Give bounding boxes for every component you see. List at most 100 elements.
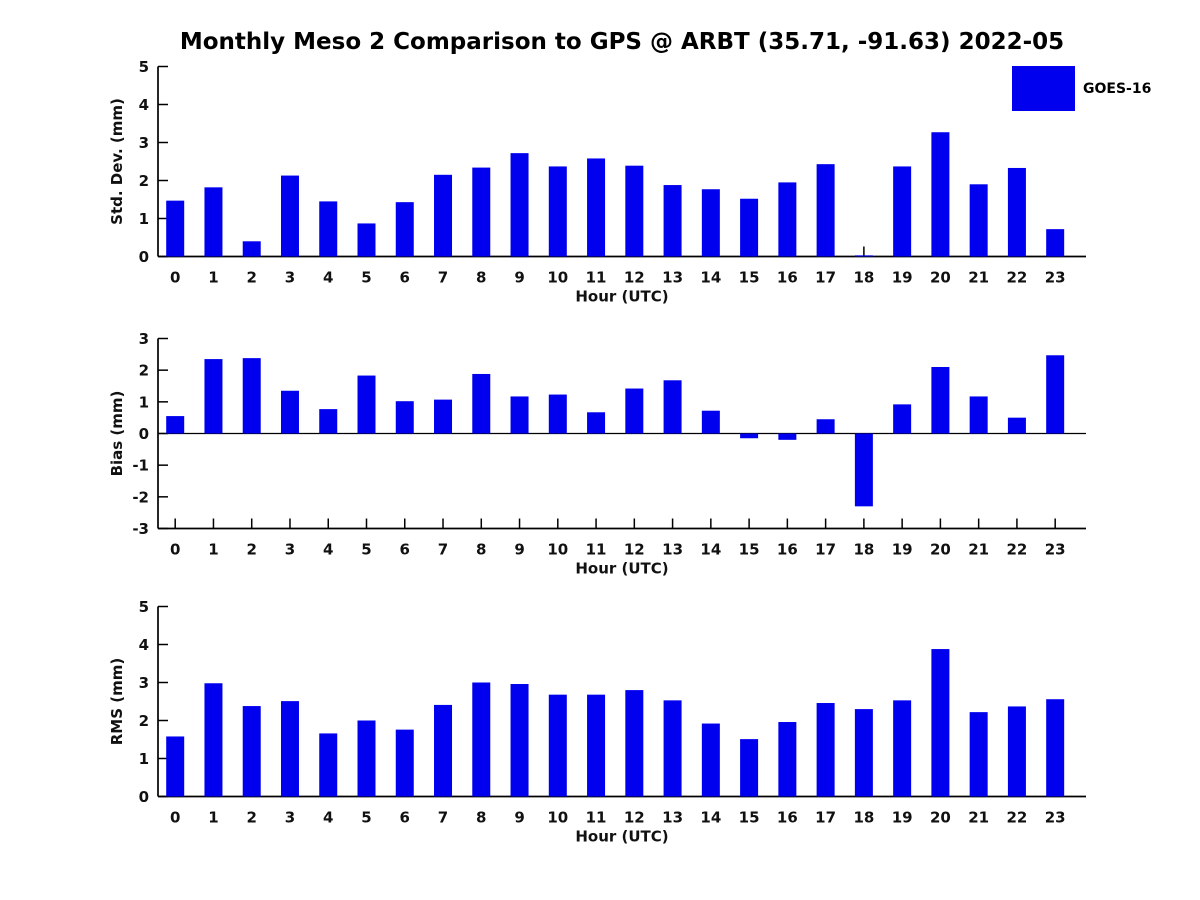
x-tick-label: 14 bbox=[700, 541, 721, 559]
x-tick-label: 2 bbox=[247, 541, 257, 559]
bar-std-dev-h17 bbox=[816, 164, 835, 257]
x-tick-label: 1 bbox=[208, 809, 218, 827]
bar-bias-h2 bbox=[242, 358, 261, 434]
bar-std-dev-h22 bbox=[1007, 167, 1026, 257]
y-tick-label: 3 bbox=[139, 134, 149, 152]
bar-std-dev-h9 bbox=[510, 153, 529, 257]
x-tick-label: 21 bbox=[968, 541, 989, 559]
x-tick-label: 15 bbox=[739, 541, 760, 559]
bar-rms-h14 bbox=[701, 723, 720, 797]
x-tick-label: 18 bbox=[853, 269, 874, 287]
bar-rms-h6 bbox=[395, 729, 414, 797]
bar-bias-h11 bbox=[587, 412, 606, 434]
x-tick-label: 10 bbox=[547, 809, 568, 827]
bar-std-dev-h0 bbox=[166, 200, 185, 257]
x-tick-label: 23 bbox=[1045, 541, 1066, 559]
bar-std-dev-h23 bbox=[1046, 229, 1065, 257]
x-tick-label: 3 bbox=[285, 809, 295, 827]
y-tick-label: 0 bbox=[139, 788, 149, 806]
bar-std-dev-h21 bbox=[969, 184, 988, 257]
bar-bias-h23 bbox=[1046, 355, 1065, 434]
x-tick-label: 4 bbox=[323, 809, 333, 827]
x-tick-label: 10 bbox=[547, 541, 568, 559]
legend: GOES-16 bbox=[1012, 66, 1151, 111]
bar-bias-h0 bbox=[166, 416, 185, 434]
bar-bias-h3 bbox=[280, 390, 299, 434]
x-tick-label: 17 bbox=[815, 269, 836, 287]
bar-rms-h5 bbox=[357, 720, 376, 797]
bar-std-dev-h4 bbox=[319, 201, 338, 257]
x-tick-label: 21 bbox=[968, 809, 989, 827]
y-axis-label: Bias (mm) bbox=[108, 391, 126, 477]
x-tick-label: 19 bbox=[892, 809, 913, 827]
x-tick-label: 7 bbox=[438, 269, 448, 287]
x-tick-label: 9 bbox=[514, 269, 524, 287]
x-tick-label: 20 bbox=[930, 541, 951, 559]
x-tick-label: 19 bbox=[892, 269, 913, 287]
x-tick-label: 11 bbox=[586, 269, 607, 287]
x-tick-label: 2 bbox=[247, 269, 257, 287]
x-tick-label: 20 bbox=[930, 269, 951, 287]
bar-bias-h5 bbox=[357, 375, 376, 434]
x-tick-label: 4 bbox=[323, 541, 333, 559]
bar-std-dev-h8 bbox=[472, 167, 491, 257]
x-tick-label: 11 bbox=[586, 541, 607, 559]
y-axis-label: Std. Dev. (mm) bbox=[108, 98, 126, 225]
y-tick-label: 1 bbox=[139, 210, 149, 228]
y-tick-label: 1 bbox=[139, 750, 149, 768]
y-tick-label: 2 bbox=[139, 172, 149, 190]
bar-bias-h19 bbox=[893, 404, 912, 434]
y-tick-label: 1 bbox=[139, 393, 149, 411]
x-tick-label: 1 bbox=[208, 541, 218, 559]
x-axis-label: Hour (UTC) bbox=[575, 288, 668, 306]
x-tick-label: 12 bbox=[624, 269, 645, 287]
bar-std-dev-h14 bbox=[701, 189, 720, 257]
bar-std-dev-h20 bbox=[931, 132, 950, 257]
x-tick-label: 1 bbox=[208, 269, 218, 287]
x-tick-label: 13 bbox=[662, 541, 683, 559]
x-tick-label: 6 bbox=[400, 541, 410, 559]
bar-std-dev-h7 bbox=[434, 174, 453, 257]
x-tick-label: 19 bbox=[892, 541, 913, 559]
x-tick-label: 7 bbox=[438, 809, 448, 827]
x-tick-label: 5 bbox=[361, 541, 371, 559]
bar-rms-h12 bbox=[625, 690, 644, 797]
bar-rms-h15 bbox=[740, 739, 759, 797]
y-axis-label: RMS (mm) bbox=[108, 658, 126, 745]
y-tick-label: -2 bbox=[132, 488, 149, 506]
bar-bias-h8 bbox=[472, 373, 491, 434]
x-tick-label: 15 bbox=[739, 269, 760, 287]
bar-std-dev-h15 bbox=[740, 198, 759, 257]
x-tick-label: 3 bbox=[285, 269, 295, 287]
x-tick-label: 17 bbox=[815, 541, 836, 559]
y-tick-label: 2 bbox=[139, 362, 149, 380]
y-tick-label: -3 bbox=[132, 520, 149, 538]
x-tick-label: 8 bbox=[476, 809, 486, 827]
x-axis-label: Hour (UTC) bbox=[575, 828, 668, 846]
x-tick-label: 9 bbox=[514, 809, 524, 827]
bar-bias-h6 bbox=[395, 401, 414, 434]
bar-rms-h7 bbox=[434, 704, 453, 797]
bar-std-dev-h10 bbox=[548, 166, 567, 257]
bar-rms-h8 bbox=[472, 682, 491, 797]
bar-rms-h21 bbox=[969, 712, 988, 797]
x-tick-label: 21 bbox=[968, 269, 989, 287]
bar-rms-h20 bbox=[931, 649, 950, 797]
bar-bias-h1 bbox=[204, 359, 223, 434]
y-tick-label: 3 bbox=[139, 674, 149, 692]
x-tick-label: 18 bbox=[853, 541, 874, 559]
x-tick-label: 18 bbox=[853, 809, 874, 827]
bar-rms-h10 bbox=[548, 694, 567, 797]
x-tick-label: 6 bbox=[400, 809, 410, 827]
x-tick-label: 3 bbox=[285, 541, 295, 559]
chart-rms: 0 1 2 3 4 5 6 7 8 9 10 11 12 13 14 15 16 17 18 19 20 21 22 2301… bbox=[108, 598, 1086, 846]
bar-std-dev-h13 bbox=[663, 185, 682, 257]
bar-rms-h0 bbox=[166, 736, 185, 797]
x-tick-label: 8 bbox=[476, 541, 486, 559]
y-tick-label: 3 bbox=[139, 330, 149, 348]
x-tick-label: 23 bbox=[1045, 269, 1066, 287]
x-tick-label: 16 bbox=[777, 541, 798, 559]
chart-bias: 0 1 2 3 4 5 6 7 8 9 10 11 12 13 14 15 16 17 18 19 20 21 22 23-3… bbox=[108, 330, 1086, 578]
x-tick-label: 2 bbox=[247, 809, 257, 827]
